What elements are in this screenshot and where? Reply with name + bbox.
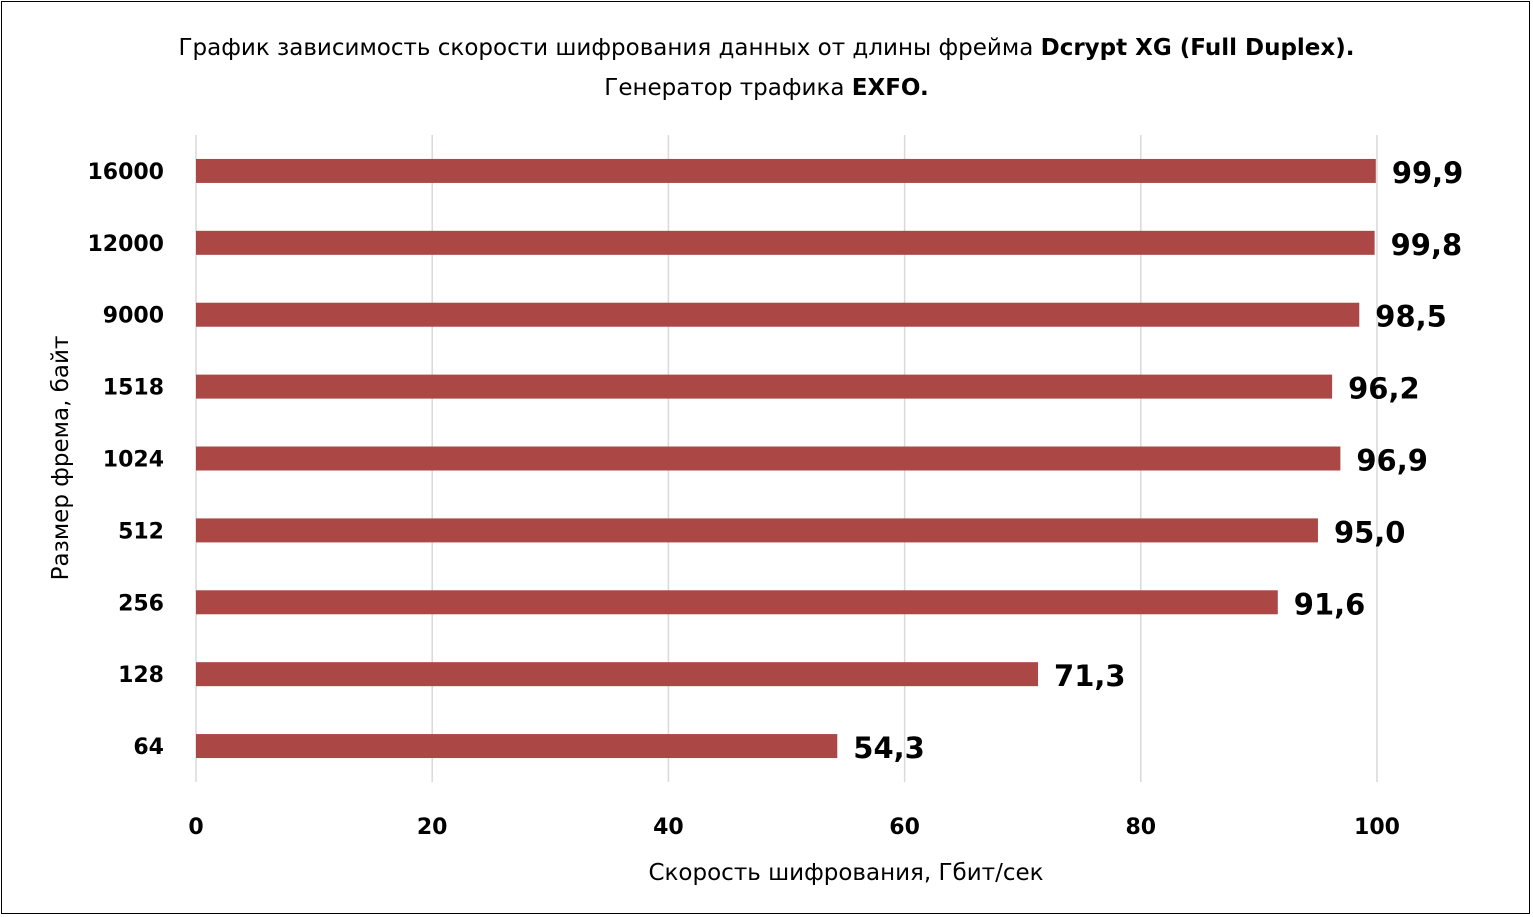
y-tick-label: 16000 <box>87 160 164 185</box>
x-tick-label: 80 <box>1125 815 1156 840</box>
bar-128 <box>196 662 1039 687</box>
bar-512 <box>196 518 1318 543</box>
data-label: 99,8 <box>1391 228 1463 262</box>
x-tick-label: 60 <box>889 815 920 840</box>
y-tick-labels: 16000 12000 9000 1518 1024 512 256 128 64 <box>87 160 164 760</box>
x-tick-label: 100 <box>1354 815 1400 840</box>
x-tick-label: 20 <box>417 815 448 840</box>
y-axis-title: Размер фрема, байт <box>48 336 74 581</box>
title-part-4: EXFO. <box>851 75 929 101</box>
y-tick-label: 1518 <box>103 376 164 401</box>
y-tick-label: 12000 <box>87 232 164 257</box>
x-axis-title: Скорость шифрования, Гбит/сек <box>648 860 1043 886</box>
x-tick-label: 0 <box>188 815 203 840</box>
y-tick-label: 64 <box>133 735 164 760</box>
data-labels: 99,9 99,8 98,5 96,2 96,9 95,0 91,6 71,3 54,3 <box>853 156 1463 765</box>
bar-64 <box>196 734 838 759</box>
chart-title: График зависимость скорости шифрования д… <box>150 28 1383 108</box>
bar-16000 <box>196 158 1376 183</box>
y-tick-label: 256 <box>118 591 164 616</box>
data-label: 91,6 <box>1294 587 1366 621</box>
title-part-2: Dcrypt XG (Full Duplex). <box>1040 35 1355 61</box>
title-part-1: График зависимость скорости шифрования д… <box>178 35 1041 61</box>
data-label: 54,3 <box>853 731 925 765</box>
y-tick-label: 512 <box>118 519 164 544</box>
bar-12000 <box>196 230 1375 255</box>
title-part-3: Генератор трафика <box>604 75 852 101</box>
data-label: 95,0 <box>1334 515 1406 549</box>
data-label: 99,9 <box>1392 156 1464 190</box>
y-tick-label: 1024 <box>103 448 164 473</box>
bar-256 <box>196 590 1278 615</box>
x-tick-label: 40 <box>653 815 684 840</box>
bars <box>196 158 1376 759</box>
data-label: 96,9 <box>1356 444 1428 478</box>
y-tick-label: 9000 <box>103 304 164 329</box>
data-label: 71,3 <box>1054 659 1126 693</box>
bar-1518 <box>196 374 1333 399</box>
x-tick-labels: 0 20 40 60 80 100 <box>188 815 1400 840</box>
bar-9000 <box>196 302 1360 327</box>
data-label: 98,5 <box>1375 300 1447 334</box>
bar-1024 <box>196 446 1341 471</box>
y-tick-label: 128 <box>118 663 164 688</box>
data-label: 96,2 <box>1348 372 1420 406</box>
